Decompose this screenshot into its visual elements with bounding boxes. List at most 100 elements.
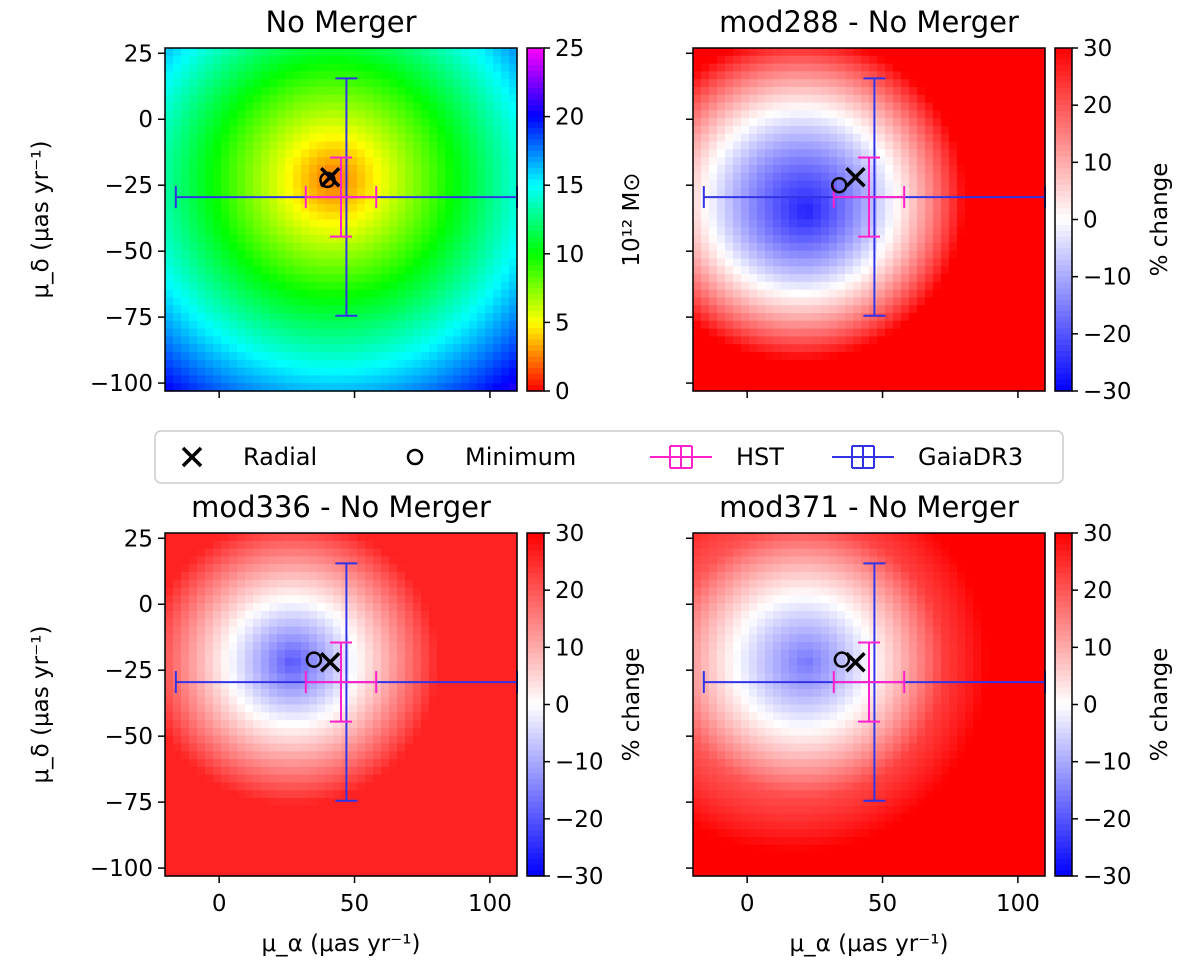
heatmap-cell (493, 211, 502, 221)
heatmap-cell (853, 102, 862, 111)
heatmap-cell (373, 71, 382, 80)
heatmap-cell (1021, 118, 1030, 127)
heatmap-cell (237, 211, 246, 221)
heatmap-cell (413, 540, 422, 550)
heatmap-cell (421, 540, 430, 550)
heatmap-cell (165, 665, 174, 674)
heatmap-cell (725, 320, 734, 330)
heatmap-cell (781, 281, 790, 291)
heatmap-cell (397, 86, 406, 96)
heatmap-cell (181, 548, 190, 557)
heatmap-cell (317, 149, 326, 158)
heatmap-cell (429, 320, 438, 330)
heatmap-cell (837, 313, 846, 322)
heatmap-cell (1029, 367, 1038, 377)
heatmap-cell (389, 242, 398, 252)
heatmap-cell (381, 610, 390, 620)
heatmap-cell (333, 595, 342, 604)
heatmap-cell (445, 188, 454, 197)
heatmap-cell (373, 235, 382, 244)
heatmap-cell (173, 587, 182, 596)
heatmap-cell (405, 102, 414, 111)
heatmap-cell (765, 320, 774, 330)
heatmap-cell (269, 157, 278, 166)
heatmap-cell (493, 634, 502, 643)
heatmap-cell (805, 235, 814, 244)
heatmap-cell (237, 63, 246, 72)
heatmap-cell (845, 196, 854, 205)
heatmap-cell (485, 313, 494, 322)
heatmap-cell (389, 603, 398, 612)
heatmap-cell (301, 289, 310, 299)
heatmap-cell (405, 673, 414, 682)
heatmap-cell (509, 211, 518, 221)
heatmap-cell (277, 688, 286, 698)
heatmap-cell (773, 367, 782, 377)
heatmap-cell (469, 352, 478, 361)
heatmap-cell (901, 266, 910, 275)
heatmap-cell (781, 63, 790, 72)
heatmap-cell (821, 180, 830, 189)
heatmap-cell (797, 258, 806, 267)
heatmap-cell (429, 86, 438, 96)
heatmap-cell (909, 71, 918, 80)
heatmap-cell (893, 242, 902, 252)
heatmap-cell (757, 48, 766, 57)
heatmap-cell (509, 55, 518, 65)
heatmap-cell (253, 196, 262, 205)
heatmap-cell (701, 71, 710, 80)
heatmap-cell (309, 250, 318, 260)
heatmap-cell (397, 172, 406, 182)
heatmap-cell (285, 383, 294, 392)
heatmap-cell (1021, 320, 1030, 330)
heatmap-cell (269, 548, 278, 557)
heatmap-cell (285, 94, 294, 104)
heatmap-cell (509, 673, 518, 682)
heatmap-cell (253, 587, 262, 596)
heatmap-cell (965, 305, 974, 314)
heatmap-cell (237, 642, 246, 651)
colorbar-segment (1055, 270, 1072, 278)
heatmap-cell (197, 211, 206, 221)
heatmap-cell (197, 281, 206, 291)
heatmap-cell (965, 149, 974, 158)
heatmap-cell (917, 203, 926, 213)
heatmap-cell (477, 141, 486, 150)
heatmap-cell (501, 297, 510, 306)
heatmap-cell (301, 55, 310, 65)
heatmap-cell (389, 642, 398, 651)
heatmap-cell (445, 344, 454, 353)
heatmap-cell (805, 149, 814, 158)
heatmap-cell (397, 281, 406, 291)
heatmap-cell (189, 71, 198, 80)
heatmap-cell (445, 219, 454, 228)
heatmap-cell (725, 94, 734, 104)
heatmap-cell (973, 180, 982, 189)
heatmap-cell (717, 203, 726, 213)
heatmap-cell (205, 533, 214, 542)
heatmap-cell (949, 71, 958, 80)
colorbar-segment (527, 356, 544, 364)
heatmap-cell (1013, 55, 1022, 65)
heatmap-cell (461, 595, 470, 604)
heatmap-cell (829, 383, 838, 392)
heatmap-cell (493, 305, 502, 314)
heatmap-cell (701, 320, 710, 330)
heatmap-cell (189, 328, 198, 338)
heatmap-cell (749, 320, 758, 330)
heatmap-cell (469, 297, 478, 306)
heatmap-cell (493, 219, 502, 228)
heatmap-cell (325, 328, 334, 338)
heatmap-cell (389, 110, 398, 119)
heatmap-cell (781, 242, 790, 252)
heatmap-cell (917, 336, 926, 345)
heatmap-cell (781, 383, 790, 392)
heatmap-cell (853, 157, 862, 166)
heatmap-cell (413, 102, 422, 111)
heatmap-cell (397, 344, 406, 353)
heatmap-cell (997, 110, 1006, 119)
heatmap-cell (837, 172, 846, 182)
heatmap-cell (189, 649, 198, 659)
heatmap-cell (333, 634, 342, 643)
